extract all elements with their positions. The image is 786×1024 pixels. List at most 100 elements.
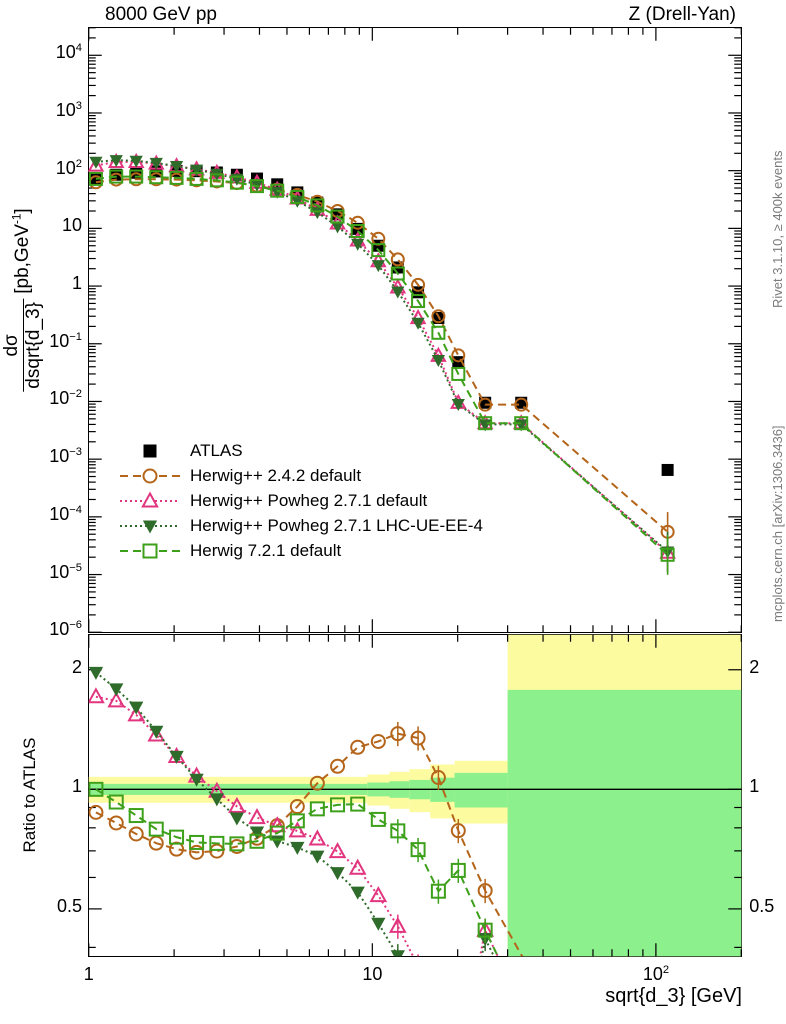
data-point: [108, 815, 124, 831]
data-point: [249, 833, 265, 849]
data-point: [229, 836, 245, 852]
data-point: [310, 207, 324, 220]
data-point: [330, 758, 346, 774]
data-point: [290, 189, 305, 204]
data-point: [391, 286, 405, 299]
data-point: [189, 164, 204, 177]
data-point: [371, 917, 386, 931]
data-point: [88, 171, 103, 186]
data-point: [270, 835, 285, 849]
legend-label: Herwig++ Powheg 2.7.1 LHC-UE-EE-4: [190, 515, 483, 535]
y-tick-label-9: 10−5: [49, 561, 82, 582]
legend-label: Herwig++ 2.4.2 default: [190, 465, 362, 485]
data-point: [411, 317, 425, 330]
legend-label: ATLAS: [190, 440, 243, 460]
data-point: [189, 834, 205, 850]
ratio-band-inner: [454, 772, 508, 808]
data-point: [388, 916, 407, 933]
data-point: [229, 175, 244, 190]
data-point: [268, 816, 287, 833]
data-point: [431, 325, 446, 340]
data-point: [308, 829, 327, 846]
data-point: [478, 397, 493, 412]
data-point: [390, 950, 405, 957]
data-point: [310, 198, 325, 213]
x-tick-label-0: 1: [83, 964, 94, 985]
data-point: [309, 801, 325, 817]
y-tick-label-8: 10−4: [49, 503, 82, 524]
data-point: [88, 781, 104, 797]
data-point: [351, 238, 365, 251]
ratio-series-layer: [88, 666, 524, 972]
data-point: [371, 243, 386, 258]
data-point: [390, 266, 405, 281]
main-series-layer: [87, 152, 676, 575]
ratio-series-line: [95, 732, 524, 957]
ratio-y-tick-label-left-0: 2: [71, 656, 82, 677]
y-tick-label-2: 102: [55, 157, 82, 178]
data-point: [88, 687, 105, 704]
data-point: [660, 547, 675, 562]
data-point: [390, 726, 406, 742]
data-point: [430, 770, 446, 786]
data-point: [88, 804, 104, 820]
data-point: [310, 850, 325, 864]
data-point: [350, 224, 365, 239]
legend-item-1[interactable]: Herwig++ 2.4.2 default: [118, 463, 483, 488]
x-axis-label: sqrt{d_3} [GeV]: [605, 985, 742, 1007]
ratio-y-tick-label-right-2: 0.5: [749, 895, 775, 916]
main-plot-frame: [88, 27, 742, 633]
legend-item-3[interactable]: Herwig++ Powheg 2.7.1 LHC-UE-EE-4: [118, 513, 483, 538]
header-beam-label: 8000 GeV pp: [105, 4, 217, 25]
legend-glyph: [142, 519, 158, 533]
data-point: [411, 294, 426, 309]
data-point: [169, 750, 184, 764]
legend-marker-open-circle: [118, 466, 182, 486]
data-point: [127, 705, 146, 722]
legend-glyph: [143, 444, 157, 457]
data-point: [189, 773, 204, 787]
data-point: [229, 812, 245, 826]
series-4: [88, 169, 675, 575]
data-point: [309, 775, 325, 791]
y-tick-label-6: 10−2: [49, 388, 82, 409]
data-point: [269, 825, 285, 841]
series-line: [95, 159, 669, 553]
data-point: [390, 823, 406, 839]
data-point: [270, 183, 285, 198]
y-tick-label-7: 10−3: [49, 446, 82, 467]
ratio-y-tick-label-right-1: 1: [749, 776, 760, 797]
y-tick-label-1: 103: [55, 99, 82, 120]
legend-item-0[interactable]: ATLAS: [118, 438, 483, 463]
data-point: [108, 794, 124, 810]
data-point: [450, 862, 466, 878]
data-point: [109, 169, 124, 184]
legend-item-4[interactable]: Herwig 7.2.1 default: [118, 538, 483, 563]
data-point: [209, 793, 225, 807]
data-point: [451, 348, 466, 363]
legend-glyph: [142, 543, 158, 558]
data-point: [189, 844, 205, 860]
legend-label: Herwig 7.2.1 default: [190, 540, 342, 560]
y-tick-label-10: 10−6: [49, 619, 82, 640]
x-tick-label-2: 102: [642, 964, 670, 985]
data-point: [209, 173, 224, 188]
data-point: [350, 796, 366, 812]
ratio-y-tick-label-left-2: 0.5: [56, 895, 82, 916]
data-point: [411, 959, 425, 972]
legend-label: Herwig++ Powheg 2.7.1 default: [190, 490, 428, 510]
ratio-y-tick-label-left-1: 1: [71, 776, 82, 797]
x-tick-label-1: 10: [362, 964, 383, 985]
data-point: [88, 666, 104, 680]
data-point: [189, 171, 204, 186]
data-point: [270, 186, 284, 199]
data-point: [289, 813, 305, 829]
data-point: [109, 155, 123, 168]
data-point: [289, 799, 305, 815]
ratio-y-tick-label-right-0: 2: [749, 656, 760, 677]
data-point: [328, 842, 347, 859]
data-point: [169, 170, 184, 185]
legend-item-2[interactable]: Herwig++ Powheg 2.7.1 default: [118, 488, 483, 513]
